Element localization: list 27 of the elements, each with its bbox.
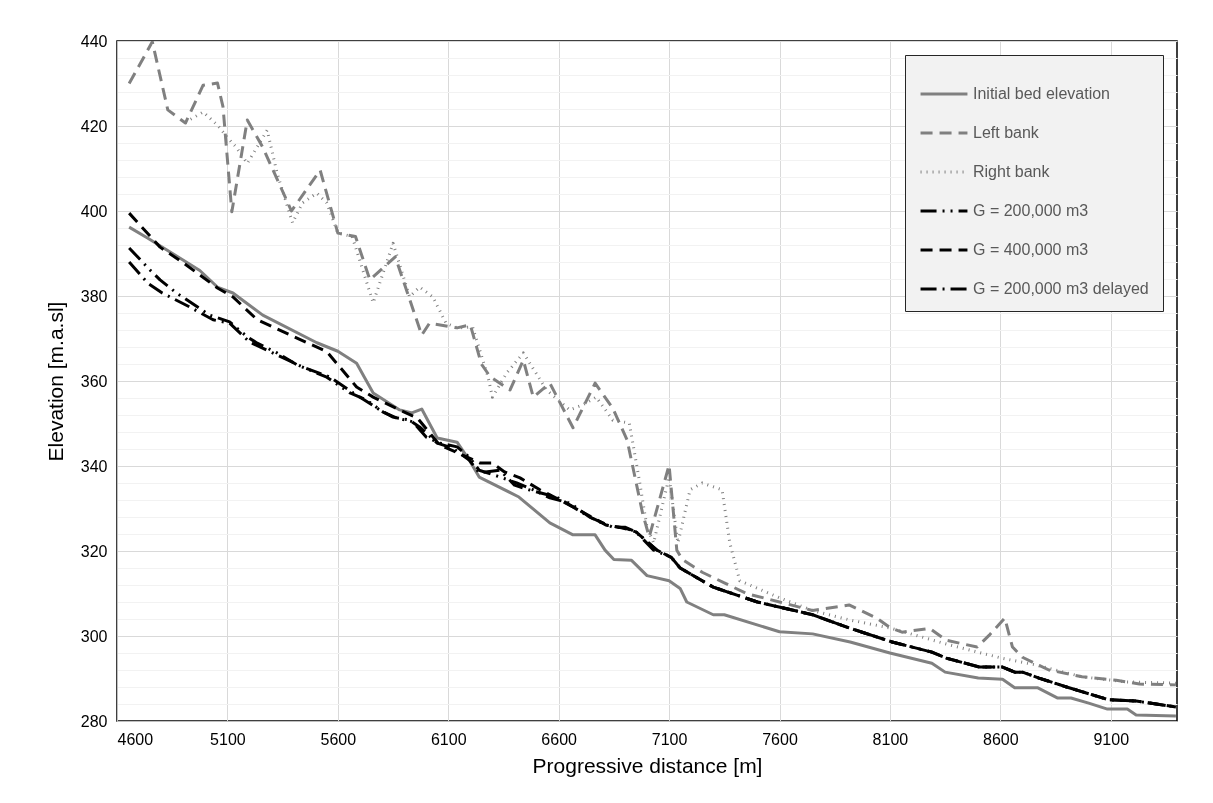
y-tick-label: 380 xyxy=(80,287,108,305)
x-tick-label: 8100 xyxy=(872,730,909,748)
legend-label: Initial bed elevation xyxy=(973,85,1110,102)
y-tick-label: 400 xyxy=(80,202,108,220)
legend-label: Right bank xyxy=(973,163,1051,180)
legend-label: G = 400,000 m3 xyxy=(973,241,1089,258)
y-tick-label: 340 xyxy=(80,457,108,475)
x-tick-label: 6100 xyxy=(430,730,467,748)
x-axis-title: Progressive distance [m] xyxy=(532,753,763,777)
y-tick-label: 300 xyxy=(80,627,108,645)
x-tick-label: 5600 xyxy=(320,730,357,748)
y-tick-label: 420 xyxy=(80,117,108,135)
x-tick-label: 7100 xyxy=(651,730,688,748)
x-tick-label: 8600 xyxy=(983,730,1019,748)
x-tick-label: 6600 xyxy=(541,730,578,748)
x-tick-label: 4600 xyxy=(117,730,154,748)
y-tick-label: 440 xyxy=(80,32,108,50)
y-tick-label: 320 xyxy=(80,542,108,560)
x-tick-label: 5100 xyxy=(210,730,246,748)
x-tick-label: 7600 xyxy=(762,730,798,748)
legend-label: G = 200,000 m3 delayed xyxy=(973,280,1149,297)
x-tick-label: 9100 xyxy=(1093,730,1130,748)
y-tick-label: 360 xyxy=(80,372,108,390)
legend-label: G = 200,000 m3 xyxy=(973,202,1089,219)
y-tick-label: 280 xyxy=(80,712,108,730)
y-axis-title: Elevation [m.a.sl] xyxy=(43,301,67,462)
legend-label: Left bank xyxy=(973,124,1040,141)
